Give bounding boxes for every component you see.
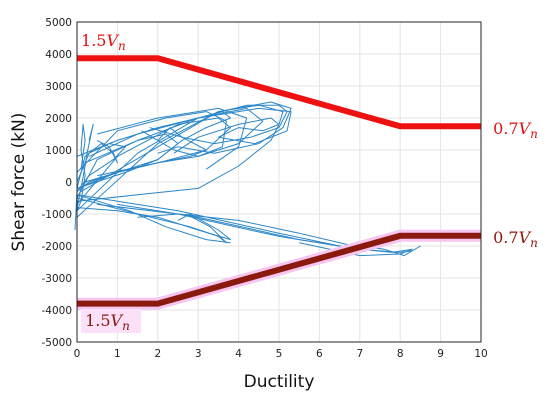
annotation-coef: 1.5 <box>85 311 110 330</box>
annotation-coef: 0.7 <box>493 228 518 247</box>
y-tick-label: -3000 <box>41 273 72 285</box>
annotation-coef: 0.7 <box>493 119 518 138</box>
upper-envelope-line <box>77 55 481 130</box>
x-tick-labels: 0 1 2 3 4 5 6 7 8 9 10 <box>74 348 488 360</box>
hysteresis-curve <box>84 104 288 164</box>
y-tick-label: 4000 <box>45 49 72 61</box>
hysteresis-curve <box>76 139 118 189</box>
y-tick-label: 5000 <box>45 17 72 29</box>
annotation-text: 1.5Vn <box>85 311 130 333</box>
annotation-coef: 1.5 <box>81 31 106 50</box>
hysteresis-curve <box>76 123 94 208</box>
y-tick-labels: -5000 -4000 -3000 -2000 -1000 0 1000 2000 3000 40… <box>41 17 72 349</box>
annotation-text: 0.7Vn <box>493 228 538 250</box>
envelope-lines <box>77 55 481 310</box>
hysteresis-curve <box>80 104 284 193</box>
annotation-subscript: n <box>122 319 130 333</box>
y-tick-label: -4000 <box>41 305 72 317</box>
annotation-upper-left: 1.5Vn <box>81 31 126 53</box>
x-axis-label: Ductility <box>244 372 315 392</box>
x-tick-label: 5 <box>276 348 283 360</box>
hysteresis-curves <box>74 101 421 257</box>
y-tick-label: 3000 <box>45 81 72 93</box>
y-tick-label: -2000 <box>41 241 72 253</box>
x-tick-label: 4 <box>235 348 242 360</box>
annotation-upper-right: 0.7Vn <box>493 119 538 141</box>
annotation-symbol: V <box>106 31 119 50</box>
annotation-text: 0.7Vn <box>493 119 538 141</box>
y-tick-label: 2000 <box>45 113 72 125</box>
x-tick-label: 1 <box>114 348 121 360</box>
y-tick-label: -5000 <box>41 337 72 349</box>
x-tick-label: 7 <box>356 348 363 360</box>
annotation-symbol: V <box>519 119 532 138</box>
hysteresis-curve <box>76 194 231 244</box>
hysteresis-curve <box>74 143 126 231</box>
annotation-lower-left: 1.5Vn <box>81 309 142 333</box>
x-tick-label: 9 <box>437 348 444 360</box>
x-tick-label: 0 <box>74 348 81 360</box>
annotation-symbol: V <box>519 228 532 247</box>
hysteresis-curve <box>76 117 280 202</box>
annotation-subscript: n <box>530 127 538 141</box>
y-tick-label: -1000 <box>41 209 72 221</box>
annotation-subscript: n <box>118 39 126 53</box>
hysteresis-curve <box>117 203 413 257</box>
hysteresis-curve <box>76 111 227 173</box>
annotation-highlight <box>81 309 142 333</box>
x-tick-label: 3 <box>195 348 202 360</box>
plot-frame <box>76 21 482 343</box>
hysteresis-curve <box>97 107 248 170</box>
hysteresis-curve <box>88 107 292 157</box>
annotation-lower-right: 0.7Vn <box>493 228 538 250</box>
hysteresis-curve <box>76 107 264 212</box>
hysteresis-curve <box>76 111 231 189</box>
y-tick-label: 1000 <box>45 145 72 157</box>
x-tick-label: 6 <box>316 348 323 360</box>
x-tick-label: 8 <box>397 348 404 360</box>
annotation-text: 1.5Vn <box>81 31 126 53</box>
annotation-symbol: V <box>111 311 124 330</box>
x-tick-label: 2 <box>154 348 161 360</box>
hysteresis-curve <box>76 101 292 218</box>
annotation-subscript: n <box>530 236 538 250</box>
x-tick-label: 10 <box>474 348 487 360</box>
hysteresis-curve <box>76 127 207 189</box>
y-tick-label: 0 <box>65 177 72 189</box>
hysteresis-curve <box>76 123 86 211</box>
hysteresis-curve <box>97 203 421 257</box>
y-axis-label: Shear force (kN) <box>9 113 29 252</box>
lower-envelope-line <box>77 232 481 307</box>
